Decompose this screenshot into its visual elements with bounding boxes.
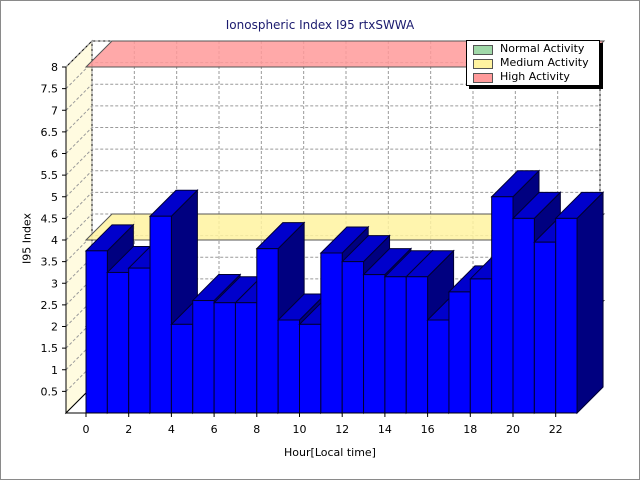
y-tick-label: 2 xyxy=(51,321,58,334)
x-tick-label: 4 xyxy=(168,423,175,436)
y-tick-label: 1.5 xyxy=(41,342,59,355)
y-tick-label: 1 xyxy=(51,364,58,377)
legend-swatch-high xyxy=(473,73,493,83)
y-tick-label: 7 xyxy=(51,104,58,117)
y-tick-label: 4 xyxy=(51,234,58,247)
x-tick-label: 10 xyxy=(293,423,307,436)
x-tick-label: 12 xyxy=(335,423,349,436)
y-tick-label: 3.5 xyxy=(41,256,59,269)
x-tick-label: 8 xyxy=(253,423,260,436)
x-tick-label: 6 xyxy=(211,423,218,436)
y-gridline xyxy=(65,105,600,133)
x-tick-label: 14 xyxy=(378,423,392,436)
y-tick-label: 6 xyxy=(51,148,58,161)
x-tick-label: 18 xyxy=(463,423,477,436)
legend: Normal Activity Medium Activity High Act… xyxy=(466,40,600,86)
legend-label-normal: Normal Activity xyxy=(500,42,585,55)
y-tick-label: 5 xyxy=(51,191,58,204)
y-axis-title: I95 Index xyxy=(20,212,34,265)
y-gridline xyxy=(65,148,600,176)
y-gridline xyxy=(65,170,600,198)
y-tick-label: 2.5 xyxy=(41,299,59,312)
legend-label-medium: Medium Activity xyxy=(500,56,589,69)
x-tick-label: 20 xyxy=(506,423,520,436)
x-tick-label: 0 xyxy=(83,423,90,436)
legend-label-high: High Activity xyxy=(500,70,570,83)
x-axis-title: Hour[Local time] xyxy=(284,446,376,459)
y-tick-label: 5.5 xyxy=(41,169,59,182)
legend-swatch-normal xyxy=(473,45,493,55)
y-gridline xyxy=(65,83,600,111)
chart-title: Ionospheric Index I95 rtxSWWA xyxy=(225,18,415,32)
y-tick-label: 4.5 xyxy=(41,212,59,225)
x-tick-label: 22 xyxy=(549,423,563,436)
y-tick-label: 7.5 xyxy=(41,83,59,96)
y-tick-label: 6.5 xyxy=(41,126,59,139)
legend-swatch-medium xyxy=(473,59,493,69)
bar xyxy=(554,191,605,415)
band-medium xyxy=(84,213,606,241)
x-tick-label: 16 xyxy=(421,423,435,436)
y-tick-label: 8 xyxy=(51,61,58,74)
y-tick-label: 0.5 xyxy=(41,385,59,398)
y-tick-label: 3 xyxy=(51,277,58,290)
x-tick-label: 2 xyxy=(125,423,132,436)
